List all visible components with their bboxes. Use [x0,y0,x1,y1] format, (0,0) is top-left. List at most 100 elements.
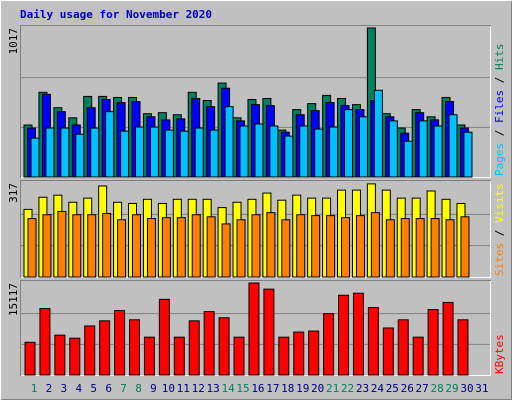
bar [248,282,260,376]
bar [176,217,186,278]
bar [75,133,85,178]
bar [323,313,335,376]
bar [164,129,174,178]
bar [224,106,234,178]
bar [329,126,339,178]
bar [87,214,97,278]
bar [427,309,439,376]
x-tick-label: 13 [207,382,220,395]
legend-entry: KBytes [493,334,506,374]
legend-entry: Pages [493,143,506,176]
bar [284,135,294,178]
bar [69,337,81,376]
bar [385,219,395,278]
x-tick-label: 17 [266,382,279,395]
bar [99,320,111,376]
bar [42,214,52,278]
bar [218,317,230,376]
bar [221,223,231,278]
y-tick-label: 317 [7,183,20,203]
legend-separator: / [493,223,506,243]
x-tick-label: 26 [401,382,414,395]
panel-bevel [21,26,491,178]
x-tick-label: 2 [46,382,53,395]
x-tick-label: 14 [221,382,235,395]
bar [233,336,245,376]
bar [463,131,473,178]
bar [120,130,130,178]
x-tick-label: 25 [386,382,399,395]
bar [355,215,365,278]
bar [129,319,141,376]
x-tick-label: 9 [150,382,157,395]
legend-entry: Visits [493,183,506,223]
bar [263,288,275,376]
bar [236,219,246,278]
bar [45,127,55,178]
bar [179,130,189,178]
bar [373,89,383,178]
bar [60,127,70,178]
bar [412,336,424,376]
bar [445,219,455,278]
bar [415,218,425,278]
x-tick-label: 27 [416,382,429,395]
legend-separator: / [493,70,506,90]
legend: KBytes [493,334,506,374]
legend-entry: Sites [493,243,506,276]
bar [388,120,398,178]
bar [433,125,443,178]
bar [352,292,364,376]
x-tick-label: 6 [105,382,112,395]
bar [239,125,249,178]
x-tick-label: 21 [326,382,339,395]
bar [278,336,290,376]
bar [296,214,306,278]
bar [281,219,291,278]
bar [430,218,440,278]
bar [442,301,454,376]
bar [30,137,40,178]
bar [90,127,100,178]
bar [188,320,200,376]
x-tick-label: 4 [75,382,82,395]
bar [39,308,51,376]
bar [308,330,320,376]
bar [403,140,413,178]
bar [143,336,155,376]
bar [358,116,368,178]
bar [209,129,219,178]
bar [105,111,115,178]
bar [341,217,351,278]
bar [191,214,201,278]
bar [254,123,264,178]
bar [117,219,127,278]
x-tick-label: 28 [430,382,443,395]
x-tick-label: 29 [445,382,458,395]
bar [299,125,309,178]
bar [251,214,261,278]
bar [269,125,279,178]
chart-title: Daily usage for November 2020 [20,8,212,21]
x-tick-label: 12 [192,382,205,395]
bar [84,325,96,376]
bar [158,298,170,376]
bar [173,336,185,376]
bar [54,334,66,376]
legend-entry: Hits [493,44,506,71]
bar [146,218,156,278]
bar [206,216,216,278]
bar [457,319,469,376]
bar [24,341,36,376]
x-tick-label: 24 [371,382,385,395]
bar [460,216,470,278]
bar [326,215,336,278]
bar [418,120,428,178]
x-tick-label: 5 [90,382,97,395]
x-tick-label: 10 [162,382,175,395]
x-tick-label: 3 [61,382,68,395]
bar [194,127,204,178]
legend: Sites / Visits [493,183,506,276]
bar [72,214,82,278]
